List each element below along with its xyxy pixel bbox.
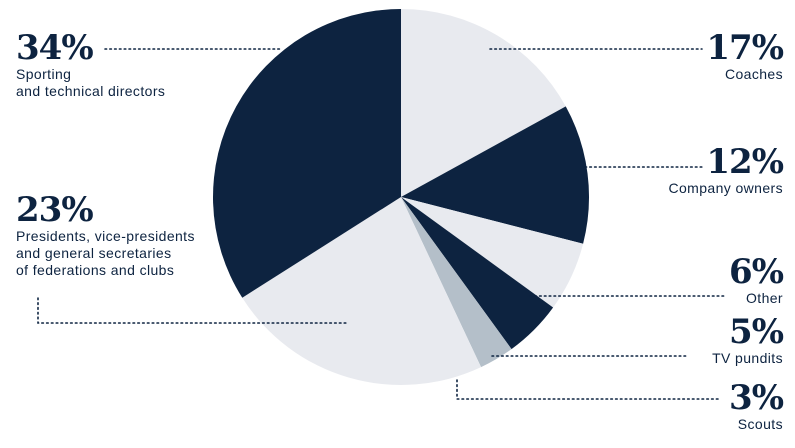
callout-other: 6% Other bbox=[729, 252, 784, 307]
callout-scouts: 3% Scouts bbox=[729, 378, 784, 433]
slice-label-scouts: Scouts bbox=[737, 416, 783, 432]
pie-slice-other bbox=[401, 197, 584, 308]
slice-label-company-owners: Company owners bbox=[668, 180, 783, 196]
value-label-company-owners: 12% bbox=[706, 142, 784, 182]
slice-label-other: Other bbox=[745, 290, 783, 306]
slice-label-presidents: Presidents, vice-presidents and general … bbox=[16, 228, 195, 278]
leader-lines bbox=[37, 48, 725, 400]
callout-tv-pundits: 5% TV pundits bbox=[712, 312, 784, 367]
pie-slice-presidents bbox=[242, 197, 482, 386]
pie-slice-company-owners bbox=[401, 106, 589, 244]
callout-coaches: 17% Coaches bbox=[706, 28, 784, 83]
leader-line-scouts bbox=[456, 379, 719, 400]
value-label-other: 6% bbox=[729, 252, 784, 292]
value-label-scouts: 3% bbox=[729, 378, 784, 418]
value-label-coaches: 17% bbox=[706, 28, 784, 68]
slice-label-tv-pundits: TV pundits bbox=[712, 350, 783, 366]
callout-sporting-directors: 34% Sporting and technical directors bbox=[16, 30, 165, 100]
value-label-presidents: 23% bbox=[16, 190, 94, 230]
callout-company-owners: 12% Company owners bbox=[668, 142, 784, 197]
pie-slice-scouts bbox=[401, 197, 512, 368]
pie-slice-coaches bbox=[401, 9, 566, 197]
pie-slice-sporting-directors bbox=[213, 9, 401, 298]
value-label-sporting-directors: 34% bbox=[16, 28, 94, 68]
leader-line-presidents bbox=[37, 297, 347, 324]
slice-label-sporting-directors: Sporting and technical directors bbox=[16, 66, 166, 99]
callout-presidents: 23% Presidents, vice-presidents and gene… bbox=[16, 192, 195, 279]
slice-label-coaches: Coaches bbox=[724, 66, 783, 82]
pie-slice-tv-pundits bbox=[401, 197, 554, 350]
pie-slices bbox=[213, 9, 589, 386]
value-label-tv-pundits: 5% bbox=[729, 312, 784, 352]
